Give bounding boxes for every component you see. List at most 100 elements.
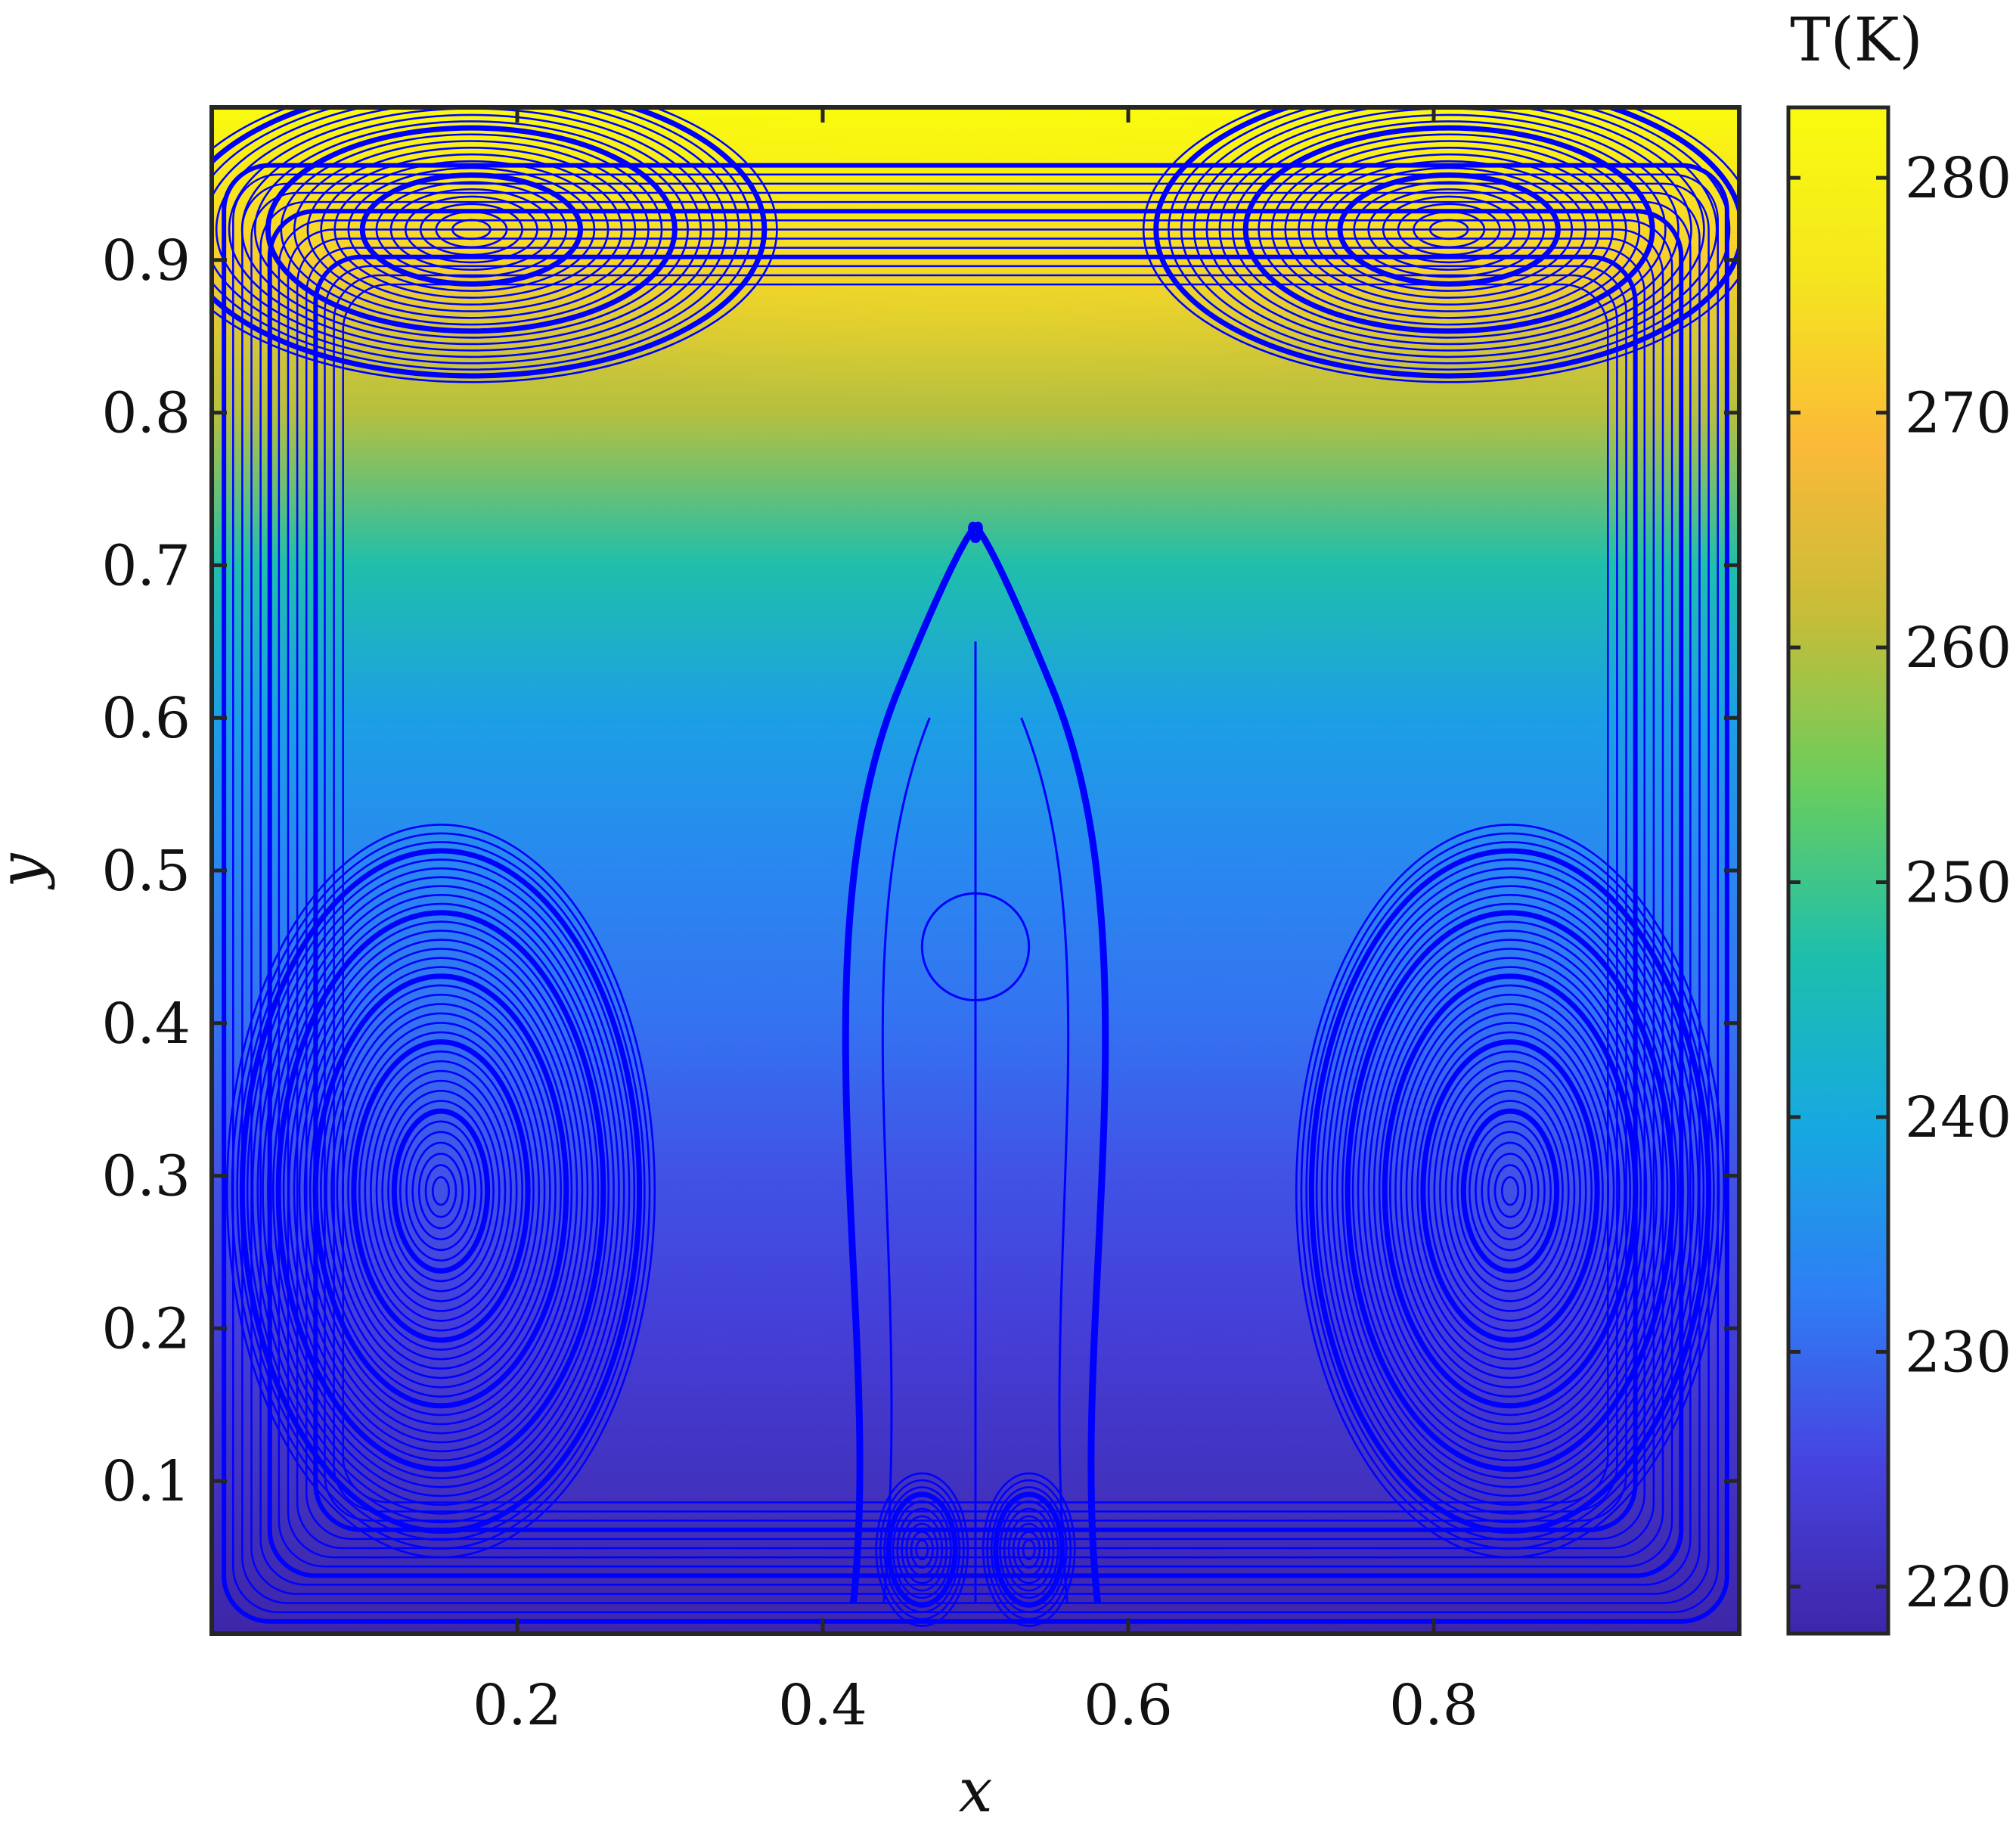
colorbar-tick-label: 230 [1905,1320,2011,1385]
colorbar-tick-label: 260 [1905,616,2011,681]
streamline-vortex-1 [1456,1100,1564,1283]
streamline-vortex-1 [1320,867,1700,1515]
streamline-vortex-5 [986,1479,1072,1621]
streamline-vortex-1 [1475,1131,1546,1252]
streamline-vortex-0 [309,966,573,1417]
streamline-vortex-0 [431,1176,451,1206]
y-tick-label: 0.9 [101,228,191,293]
streamline-vortex-0 [399,1120,483,1262]
streamline-center [881,717,931,1603]
streamline-vortex-4 [915,1539,929,1561]
streamline-vortex-0 [364,1060,518,1322]
x-tick-label: 0.4 [778,1673,867,1738]
colorbar-tick-label: 220 [1905,1555,2011,1620]
streamline-vortex-1 [1388,984,1632,1398]
streamline-vortex-1 [1367,948,1653,1435]
colorbar-scale [1786,105,1890,1636]
streamline-vortex-5 [1007,1515,1050,1584]
streamline-vortex-0 [391,1108,491,1274]
x-axis-title: x [958,1755,992,1826]
streamline-vortex-4 [875,1472,969,1628]
streamline-vortex-0 [262,885,620,1497]
streamline-vortex-5 [982,1472,1076,1628]
colorbar-tick-label: 250 [1905,851,2011,916]
streamline-vortex-0 [271,902,610,1479]
colorbar-tick-label: 280 [1905,146,2011,211]
streamline-vortex-1 [1378,966,1642,1417]
streamline-center [968,521,1109,1604]
x-tick-label: 0.6 [1084,1673,1173,1738]
streamline-vortex-0 [336,1012,546,1370]
streamline-vortex-1 [1444,1079,1576,1302]
streamline-vortex-1 [1394,993,1626,1389]
streamline-vortex-1 [1351,920,1669,1462]
streamline-vortex-1 [1331,885,1689,1497]
x-tick-label: 0.2 [473,1673,562,1738]
streamline-vortex-1 [1487,1153,1534,1230]
streamline-wall [241,182,1710,1604]
streamline-vortex-0 [246,858,636,1524]
streamline-vortex-0 [282,920,600,1462]
streamline-vortex-5 [1003,1507,1055,1592]
streamline-vortex-0 [256,876,625,1506]
streamline-vortex-0 [375,1079,507,1302]
streamline-vortex-4 [879,1479,965,1621]
streamline-vortex-1 [1341,902,1679,1479]
streamline-vortex-1 [1481,1141,1540,1240]
streamline-vortex-1 [1500,1176,1520,1206]
streamline-vortex-0 [370,1069,512,1312]
streamline-vortex-1 [1416,1031,1604,1351]
y-tick-label: 0.5 [101,839,191,904]
y-tick-label: 0.6 [101,686,191,751]
streamline-vortex-4 [896,1507,948,1592]
streamline-vortex-0 [330,1003,551,1379]
streamline-vortex-0 [298,948,584,1435]
y-tick-label: 0.4 [101,992,191,1057]
y-axis-ticks: 0.1 0.2 0.3 0.4 0.5 0.6 0.7 0.8 0.9 [101,228,1739,1514]
streamline-vortex-0 [351,1039,531,1343]
streamline-vortex-1 [1460,1108,1560,1274]
streamline-center [1020,717,1070,1603]
streamline-vortex-1 [1372,957,1648,1426]
streamline-vortex-0 [319,984,563,1398]
streamline-vortex-0 [417,1153,464,1230]
streamline-wall [232,173,1719,1613]
streamline-vortex-1 [1405,1012,1615,1370]
plot-area: 0.2 0.4 0.6 0.8 0.1 0.2 0.3 0.4 0.5 0.6 0.7 0.8 0.9… [0,105,1742,1826]
streamline-vortex-1 [1400,1003,1621,1379]
colorbar-tick-label: 240 [1905,1085,2011,1150]
y-tick-label: 0.1 [101,1449,191,1514]
streamline-vortex-5 [1022,1539,1036,1561]
streamline-vortex-1 [1468,1120,1552,1262]
x-axis-ticks: 0.2 0.4 0.6 0.8 [473,107,1478,1738]
streamline-vortex-1 [1362,939,1658,1444]
colorbar-ticks: 220 230 240 250 260 270 280 [1788,146,2011,1620]
streamline-vortex-1 [1493,1164,1527,1218]
y-tick-label: 0.3 [101,1144,191,1209]
streamline-vortex-0 [424,1164,457,1218]
streamline-vortex-0 [411,1141,470,1240]
streamline-vortex-0 [347,1031,535,1351]
streamline-vortex-1 [1315,858,1705,1524]
colorbar: 220 230 240 250 260 270 280 T(K) [1786,5,2011,1636]
streamline-vortex-4 [901,1515,944,1584]
y-tick-label: 0.8 [101,381,191,446]
streamline-vortex-1 [1420,1039,1600,1343]
streamline-wall [222,163,1729,1624]
streamline-vortex-1 [1439,1069,1581,1312]
y-tick-label: 0.2 [101,1296,191,1361]
x-tick-label: 0.8 [1389,1673,1478,1738]
streamline-vortex-0 [293,939,589,1444]
streamline-vortex-0 [251,867,631,1515]
streamline-vortex-0 [381,1090,501,1293]
streamline-vortex-0 [358,1050,524,1332]
streamline-vortex-0 [325,993,557,1389]
streamline-vortex-1 [1450,1090,1570,1293]
colorbar-tick-label: 270 [1905,381,2011,446]
streamlines [212,107,1739,1628]
streamline-vortex-1 [1433,1060,1587,1322]
colorbar-title: T(K) [1790,5,1923,75]
y-tick-label: 0.7 [101,533,191,598]
streamline-center-loop [920,892,1031,1002]
